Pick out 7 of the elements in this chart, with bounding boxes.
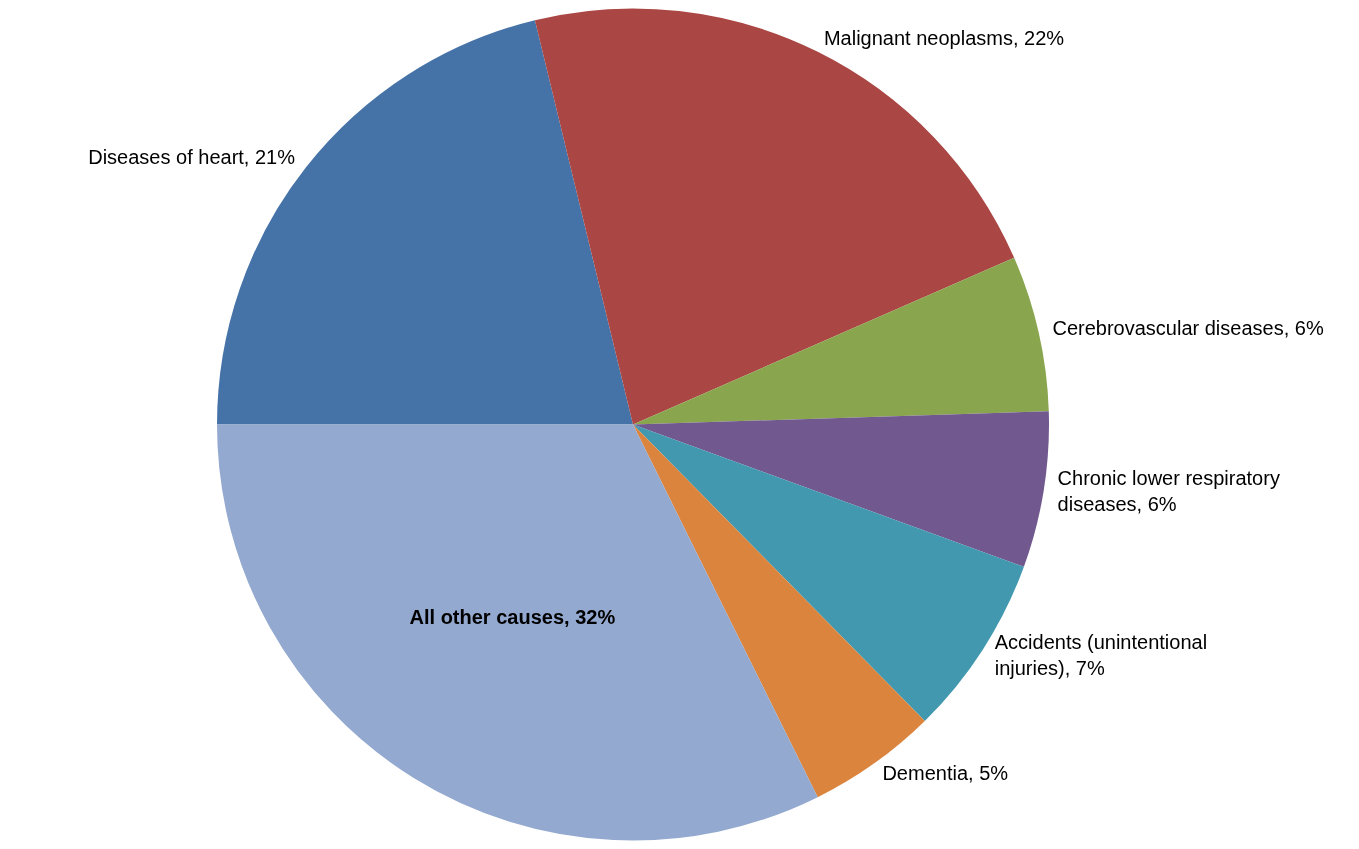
slice-label: All other causes, 32% (409, 606, 616, 629)
slice-label: Malignant neoplasms, 22% (823, 26, 1065, 49)
slice-label: Cerebrovascular diseases, 6% (1052, 317, 1324, 340)
slice-label: Accidents (unintentional injuries), 7% (994, 631, 1208, 680)
slice-label: Dementia, 5% (882, 762, 1009, 785)
slice-label: Diseases of heart, 21% (88, 146, 296, 169)
slice-label: Chronic lower respiratory diseases, 6% (1057, 466, 1280, 515)
